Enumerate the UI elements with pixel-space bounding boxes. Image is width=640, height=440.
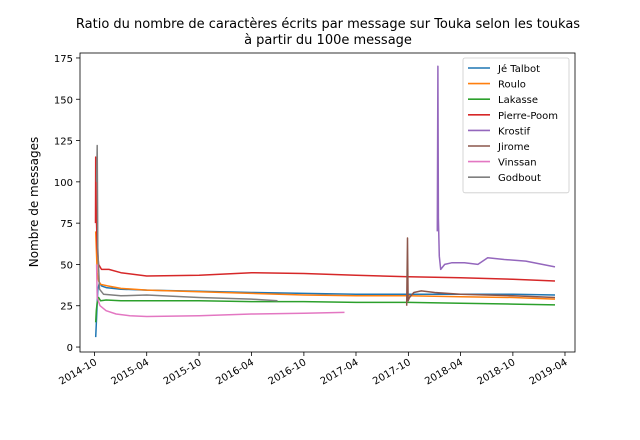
- x-tick-label: 2015-10: [162, 357, 204, 387]
- chart-subtitle: à partir du 100e message: [244, 33, 412, 48]
- x-tick-label: 2018-04: [423, 357, 465, 387]
- series-line-7: [95, 144, 278, 302]
- y-tick-label: 125: [54, 137, 73, 148]
- y-tick-label: 100: [54, 178, 73, 189]
- x-tick-label: 2014-10: [57, 357, 99, 387]
- y-tick-label: 50: [60, 260, 73, 271]
- x-tick-label: 2016-10: [267, 357, 309, 387]
- x-tick-label: 2016-04: [214, 357, 256, 387]
- x-tick-label: 2018-10: [476, 357, 518, 387]
- chart-title: Ratio du nombre de caractères écrits par…: [76, 17, 580, 32]
- y-tick-label: 150: [54, 95, 73, 106]
- series-layer: [94, 65, 556, 338]
- legend-box: [462, 57, 570, 194]
- series-line-3: [94, 156, 556, 282]
- legend-label: Jé Talbot: [497, 63, 540, 75]
- legend-label: Godbout: [498, 173, 541, 184]
- legend-label: Roulo: [498, 80, 526, 91]
- x-tick-label: 2017-04: [319, 357, 361, 387]
- x-tick-label: 2017-10: [371, 357, 413, 387]
- legend-label: Vinssan: [498, 158, 537, 169]
- y-axis-label: Nombre de messages: [27, 137, 41, 268]
- legend: Jé Talbot Roulo Lakasse Pierre-Poom Krostif J…: [462, 57, 570, 194]
- legend-label: Jirome: [497, 142, 530, 153]
- plot-frame: [79, 52, 576, 353]
- series-line-2: [94, 296, 556, 323]
- legend-label: Lakasse: [498, 95, 538, 106]
- y-tick-label: 75: [60, 219, 73, 230]
- legend-label: Pierre-Poom: [498, 111, 558, 122]
- x-tick-label: 2015-04: [110, 357, 152, 387]
- y-tick-label: 0: [67, 343, 73, 354]
- series-line-4: [436, 65, 556, 271]
- series-line-1: [94, 231, 556, 300]
- series-line-5: [405, 237, 556, 306]
- legend-label: Krostif: [498, 126, 530, 137]
- series-line-6: [95, 264, 345, 318]
- x-tick-label: 2019-04: [528, 357, 570, 387]
- y-tick-label: 25: [60, 302, 73, 313]
- y-tick-label: 175: [54, 54, 73, 65]
